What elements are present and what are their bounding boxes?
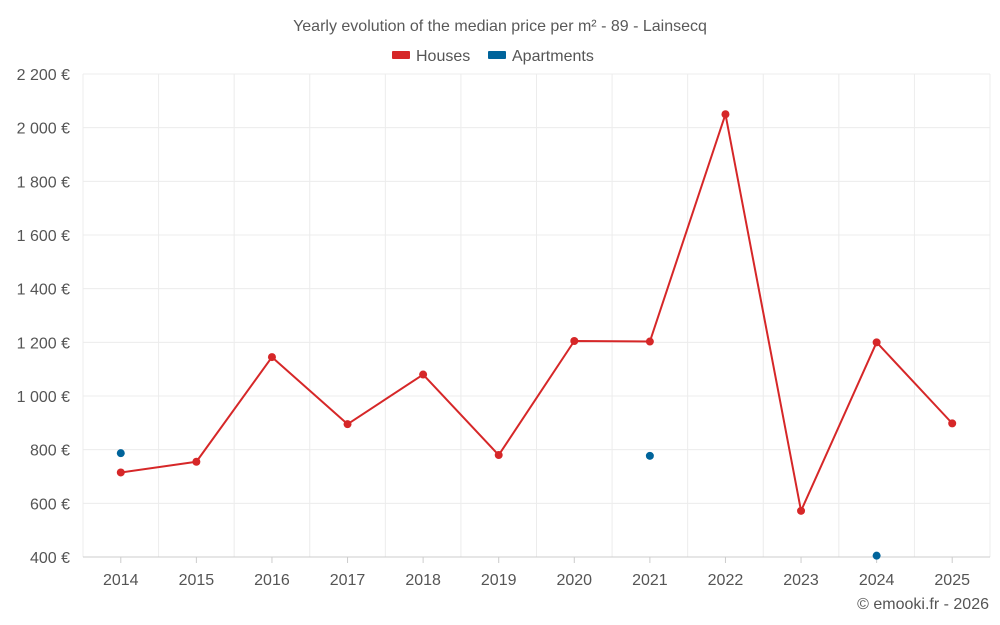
legend-label-houses: Houses [416,48,470,65]
x-tick-label: 2020 [556,572,592,589]
y-tick-label: 1 600 € [17,228,70,245]
legend-swatch-apartments [488,51,506,59]
data-point-houses[interactable]: Houses 2016: 1145 [267,353,276,362]
data-point-houses[interactable]: Houses 2017: 895 [343,420,352,429]
data-point-houses[interactable]: Houses 2018: 1080 [419,370,428,379]
x-tick-label: 2015 [179,572,215,589]
legend-item-apartments[interactable]: Apartments [488,48,594,65]
credit-text: © emooki.fr - 2026 [857,596,989,613]
legend: Houses Apartments [392,48,594,65]
x-tick-label: 2016 [254,572,290,589]
y-tick-label: 800 € [30,443,70,460]
data-point-houses[interactable]: Houses 2015: 755 [192,457,201,466]
data-point-houses[interactable]: Houses 2020: 1205 [570,336,579,345]
x-tick-label: 2022 [708,572,744,589]
y-tick-label: 2 000 € [17,121,70,138]
gridlines [82,73,991,557]
data-point-houses[interactable]: Houses 2021: 1203 [645,337,654,346]
x-tick-label: 2021 [632,572,668,589]
legend-item-houses[interactable]: Houses [392,48,470,65]
y-tick-label: 1 800 € [17,174,70,191]
axes: 400 € 600 € 800 € 1 000 € 1 200 € 1 400 € 1 60… [17,67,990,589]
y-tick-label: 1 000 € [17,389,70,406]
data-point-houses[interactable]: Houses 2019: 780 [494,451,503,460]
data-point-houses[interactable]: Houses 2023: 572 [797,506,806,515]
x-tick-label: 2017 [330,572,366,589]
data-point-houses[interactable]: Houses 2014: 715 [116,468,125,477]
y-tick-label: 2 200 € [17,67,70,84]
plot-area: Houses 2014: 715 Houses 2015: 755 Houses 2… [116,110,957,560]
y-tick-label: 600 € [30,496,70,513]
x-tick-label: 2019 [481,572,517,589]
y-tick-label: 400 € [30,550,70,567]
data-point-apartments[interactable]: Apartments 2014: 787 [116,449,125,458]
chart-title: Yearly evolution of the median price per… [293,18,707,35]
y-tick-label: 1 200 € [17,335,70,352]
x-tick-label: 2023 [783,572,819,589]
legend-label-apartments: Apartments [512,48,594,65]
legend-swatch-houses [392,51,410,59]
data-point-houses[interactable]: Houses 2025: 898 [948,419,957,428]
x-tick-label: 2024 [859,572,895,589]
series-line-houses [120,113,953,512]
data-point-apartments[interactable]: Apartments 2021: 777 [645,451,654,460]
data-point-apartments[interactable]: Apartments 2024: 405 [872,551,881,560]
x-tick-label: 2025 [934,572,970,589]
x-tick-label: 2018 [405,572,441,589]
y-tick-label: 1 400 € [17,282,70,299]
x-tick-label: 2014 [103,572,139,589]
data-point-houses[interactable]: Houses 2022: 2050 [721,110,730,119]
